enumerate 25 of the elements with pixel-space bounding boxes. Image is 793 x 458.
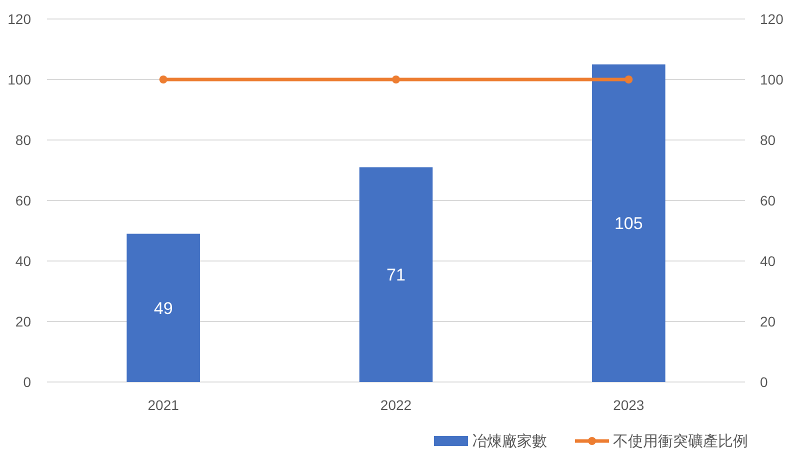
y-tick-label: 20 <box>15 314 32 330</box>
data-label: 49 <box>154 298 173 318</box>
legend-label: 冶煉廠家數 <box>472 433 547 450</box>
data-label: 71 <box>386 266 406 285</box>
x-tick-label: 2023 <box>613 397 644 413</box>
y2-tick-label: 120 <box>760 11 784 27</box>
bar <box>359 167 433 382</box>
legend-label: 不使用衝突礦產比例 <box>613 433 748 450</box>
y2-tick-label: 0 <box>760 374 768 390</box>
bar <box>592 64 666 382</box>
y-tick-label: 120 <box>8 11 32 27</box>
y2-tick-label: 100 <box>760 72 784 88</box>
y2-tick-label: 80 <box>760 132 776 148</box>
data-label: 105 <box>614 214 643 234</box>
y-tick-label: 60 <box>15 192 32 208</box>
y-tick-label: 80 <box>15 132 32 148</box>
y-tick-label: 40 <box>15 253 32 269</box>
y-tick-label: 100 <box>8 72 32 88</box>
y-tick-label: 0 <box>23 374 32 390</box>
y2-tick-label: 20 <box>760 314 776 330</box>
y2-tick-label: 40 <box>760 253 776 269</box>
x-tick-label: 2021 <box>148 397 180 413</box>
x-tick-label: 2022 <box>380 397 412 413</box>
y2-tick-label: 60 <box>760 192 776 208</box>
bar <box>126 234 200 382</box>
